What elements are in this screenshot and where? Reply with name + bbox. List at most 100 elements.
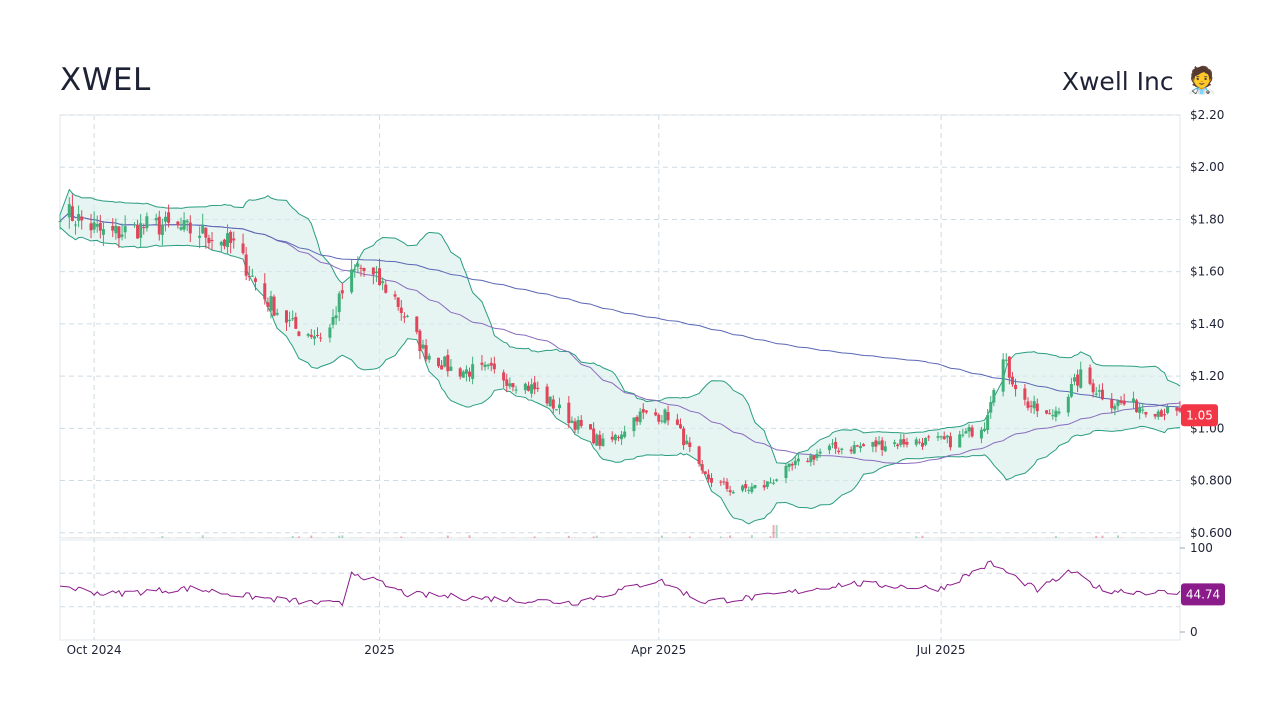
candle-body <box>809 455 813 463</box>
candle-body <box>1004 359 1008 361</box>
candle-body <box>179 227 183 230</box>
candle-body <box>405 315 409 317</box>
candle-body <box>979 429 983 439</box>
candle-body <box>120 234 124 237</box>
candle-body <box>1175 407 1179 411</box>
candle-body <box>502 372 506 381</box>
volume-bar <box>341 535 344 538</box>
candle-body <box>523 383 527 391</box>
candle-body <box>790 463 794 466</box>
candle-body <box>424 345 428 360</box>
candle-body <box>772 482 776 484</box>
candle-body <box>1119 400 1123 403</box>
volume-bar <box>1101 535 1104 538</box>
moving-average-long-line <box>59 211 1181 408</box>
candle-body <box>858 445 862 449</box>
candle-body <box>1001 359 1005 392</box>
candle-body <box>942 436 946 440</box>
price-tick-label: $1.20 <box>1190 369 1224 383</box>
candle-body <box>437 357 441 367</box>
candle-body <box>340 290 344 294</box>
last-price-label: 1.05 <box>1186 408 1213 422</box>
candle-body <box>1091 383 1095 393</box>
volume-bar <box>1095 535 1098 538</box>
rsi-line <box>59 560 1181 607</box>
candle-body <box>483 364 487 368</box>
price-tick-label: $0.800 <box>1190 474 1232 488</box>
candle-body <box>939 436 943 438</box>
candle-body <box>682 428 686 446</box>
candle-body <box>744 484 748 489</box>
candle-body <box>1162 414 1166 416</box>
candle-body <box>616 437 620 439</box>
candle-body <box>399 307 403 314</box>
candle-body <box>762 485 766 488</box>
candle-body <box>1069 384 1073 397</box>
candle-body <box>263 283 267 300</box>
price-tick-label: $1.40 <box>1190 317 1224 331</box>
candle-body <box>924 438 928 445</box>
candle-body <box>719 481 723 483</box>
candle-body <box>806 460 810 463</box>
rsi-value-label: 44.74 <box>1186 587 1220 601</box>
candle-body <box>514 389 518 391</box>
candle-body <box>635 416 639 422</box>
candle-body <box>768 482 772 484</box>
candle-body <box>750 486 754 492</box>
candle-body <box>393 294 397 297</box>
candle-body <box>356 263 360 267</box>
volume-bar <box>567 535 570 538</box>
candle-body <box>644 410 648 413</box>
candle-body <box>992 389 996 403</box>
candle-body <box>579 419 583 427</box>
candle-body <box>765 481 769 487</box>
candle-body <box>374 271 378 274</box>
candle-body <box>710 477 714 483</box>
candle-body <box>101 229 105 235</box>
volume-bar <box>446 535 449 538</box>
candle-body <box>294 316 298 329</box>
time-axis-label: Apr 2025 <box>631 643 686 657</box>
candle-body <box>468 371 472 377</box>
candle-body <box>961 434 965 436</box>
volume-bar <box>775 525 778 538</box>
volume-bar <box>729 535 732 538</box>
candle-body <box>1035 403 1039 412</box>
candle-body <box>1051 415 1055 417</box>
candle-body <box>601 438 605 447</box>
candle-body <box>1088 367 1092 384</box>
candle-body <box>480 362 484 365</box>
candle-body <box>1116 401 1120 406</box>
candle-body <box>703 471 707 475</box>
candle-body <box>787 463 791 467</box>
volume-bar <box>400 536 403 538</box>
candle-body <box>67 204 71 218</box>
volume-bar <box>161 536 164 538</box>
volume-bar <box>921 535 924 538</box>
candle-body <box>725 481 729 489</box>
candle-body <box>204 227 208 238</box>
candle-body <box>92 222 96 230</box>
candle-body <box>123 226 127 233</box>
candle-body <box>1097 390 1101 392</box>
candle-body <box>421 344 425 349</box>
candle-body <box>253 278 257 282</box>
candle-body <box>620 434 624 440</box>
candle-body <box>666 412 670 421</box>
candle-body <box>359 267 363 269</box>
candle-body <box>545 386 549 404</box>
candle-body <box>1135 400 1139 413</box>
candle-body <box>98 222 102 231</box>
candle-body <box>880 440 884 450</box>
candle-body <box>58 221 62 223</box>
candle-body <box>663 409 667 423</box>
volume-bar <box>1054 536 1057 538</box>
candle-body <box>319 337 323 339</box>
candle-body <box>136 224 140 239</box>
candle-body <box>815 453 819 458</box>
candle-body <box>837 450 841 453</box>
volume-bar <box>338 535 341 538</box>
candle-body <box>154 218 158 221</box>
candle-body <box>226 233 230 248</box>
candle-body <box>852 445 856 454</box>
